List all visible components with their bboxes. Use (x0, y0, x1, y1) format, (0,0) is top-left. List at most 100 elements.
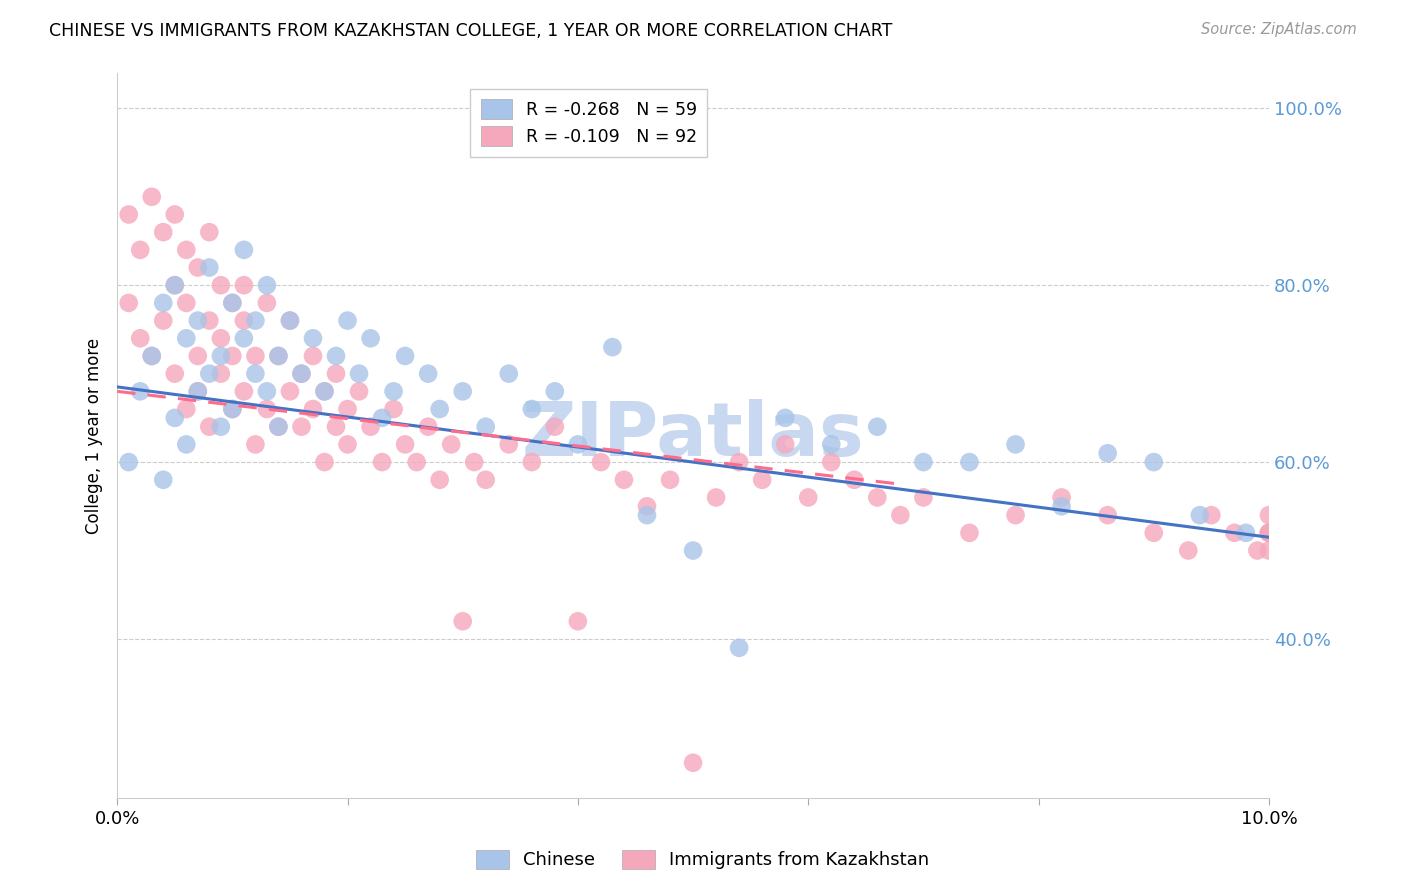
Point (118, 207, 141, 221)
Point (1258, 525, 1281, 540)
Point (636, 508, 658, 523)
Point (302, 331, 325, 345)
Point (152, 473, 174, 487)
Point (382, 402, 405, 417)
Point (418, 367, 440, 381)
Point (232, 313, 254, 327)
Point (302, 349, 325, 363)
Point (959, 525, 981, 540)
Point (278, 313, 301, 327)
Point (141, 190, 163, 204)
Point (1201, 508, 1223, 523)
Point (1177, 543, 1199, 558)
Point (474, 473, 496, 487)
Point (602, 340, 624, 354)
Point (371, 410, 394, 425)
Point (232, 384, 254, 399)
Point (163, 410, 186, 425)
Point (325, 367, 347, 381)
Point (567, 614, 589, 628)
Point (314, 384, 336, 399)
Point (371, 455, 394, 469)
Point (152, 296, 174, 310)
Point (1050, 491, 1073, 505)
Point (256, 402, 278, 417)
Point (1258, 525, 1281, 540)
Point (267, 419, 290, 434)
Point (1258, 525, 1281, 540)
Point (636, 500, 658, 514)
Point (302, 402, 325, 417)
Point (118, 296, 141, 310)
Text: CHINESE VS IMMIGRANTS FROM KAZAKHSTAN COLLEGE, 1 YEAR OR MORE CORRELATION CHART: CHINESE VS IMMIGRANTS FROM KAZAKHSTAN CO… (49, 22, 893, 40)
Point (704, 491, 727, 505)
Point (520, 455, 543, 469)
Point (498, 437, 520, 451)
Point (174, 331, 197, 345)
Point (347, 367, 370, 381)
Point (912, 491, 935, 505)
Point (866, 419, 889, 434)
Point (163, 207, 186, 221)
Point (187, 313, 209, 327)
Legend: Chinese, Immigrants from Kazakhstan: Chinese, Immigrants from Kazakhstan (467, 841, 939, 879)
Point (1143, 525, 1166, 540)
Point (187, 384, 209, 399)
Point (820, 455, 842, 469)
Point (1234, 525, 1257, 540)
Legend: R = -0.268   N = 59, R = -0.109   N = 92: R = -0.268 N = 59, R = -0.109 N = 92 (471, 89, 707, 157)
Point (278, 313, 301, 327)
Point (336, 402, 359, 417)
Point (245, 349, 267, 363)
Point (1004, 508, 1026, 523)
Point (405, 455, 427, 469)
Point (751, 473, 773, 487)
Point (163, 278, 186, 293)
Point (267, 349, 290, 363)
Point (314, 455, 336, 469)
Point (129, 331, 152, 345)
Point (1223, 525, 1246, 540)
Point (221, 402, 243, 417)
Point (844, 473, 866, 487)
Point (613, 473, 636, 487)
Point (198, 225, 221, 239)
Point (129, 243, 152, 257)
Point (1258, 543, 1281, 558)
Point (198, 419, 221, 434)
Point (221, 296, 243, 310)
Point (256, 296, 278, 310)
Point (1246, 543, 1268, 558)
Point (336, 437, 359, 451)
Point (290, 367, 312, 381)
Point (912, 455, 935, 469)
Point (256, 384, 278, 399)
Point (889, 508, 911, 523)
Point (245, 437, 267, 451)
Point (347, 384, 370, 399)
Point (174, 296, 197, 310)
Point (163, 367, 186, 381)
Point (118, 455, 141, 469)
Point (187, 260, 209, 275)
Point (728, 640, 751, 655)
Point (1188, 508, 1211, 523)
Point (451, 384, 474, 399)
Point (152, 225, 174, 239)
Point (659, 473, 682, 487)
Point (187, 349, 209, 363)
Point (866, 491, 889, 505)
Point (544, 384, 567, 399)
Point (267, 419, 290, 434)
Point (129, 384, 152, 399)
Point (429, 473, 451, 487)
Point (245, 313, 267, 327)
Point (451, 614, 474, 628)
Point (314, 384, 336, 399)
Point (187, 384, 209, 399)
Point (773, 410, 796, 425)
Point (474, 419, 496, 434)
Point (682, 543, 704, 558)
Point (290, 419, 312, 434)
Point (232, 243, 254, 257)
